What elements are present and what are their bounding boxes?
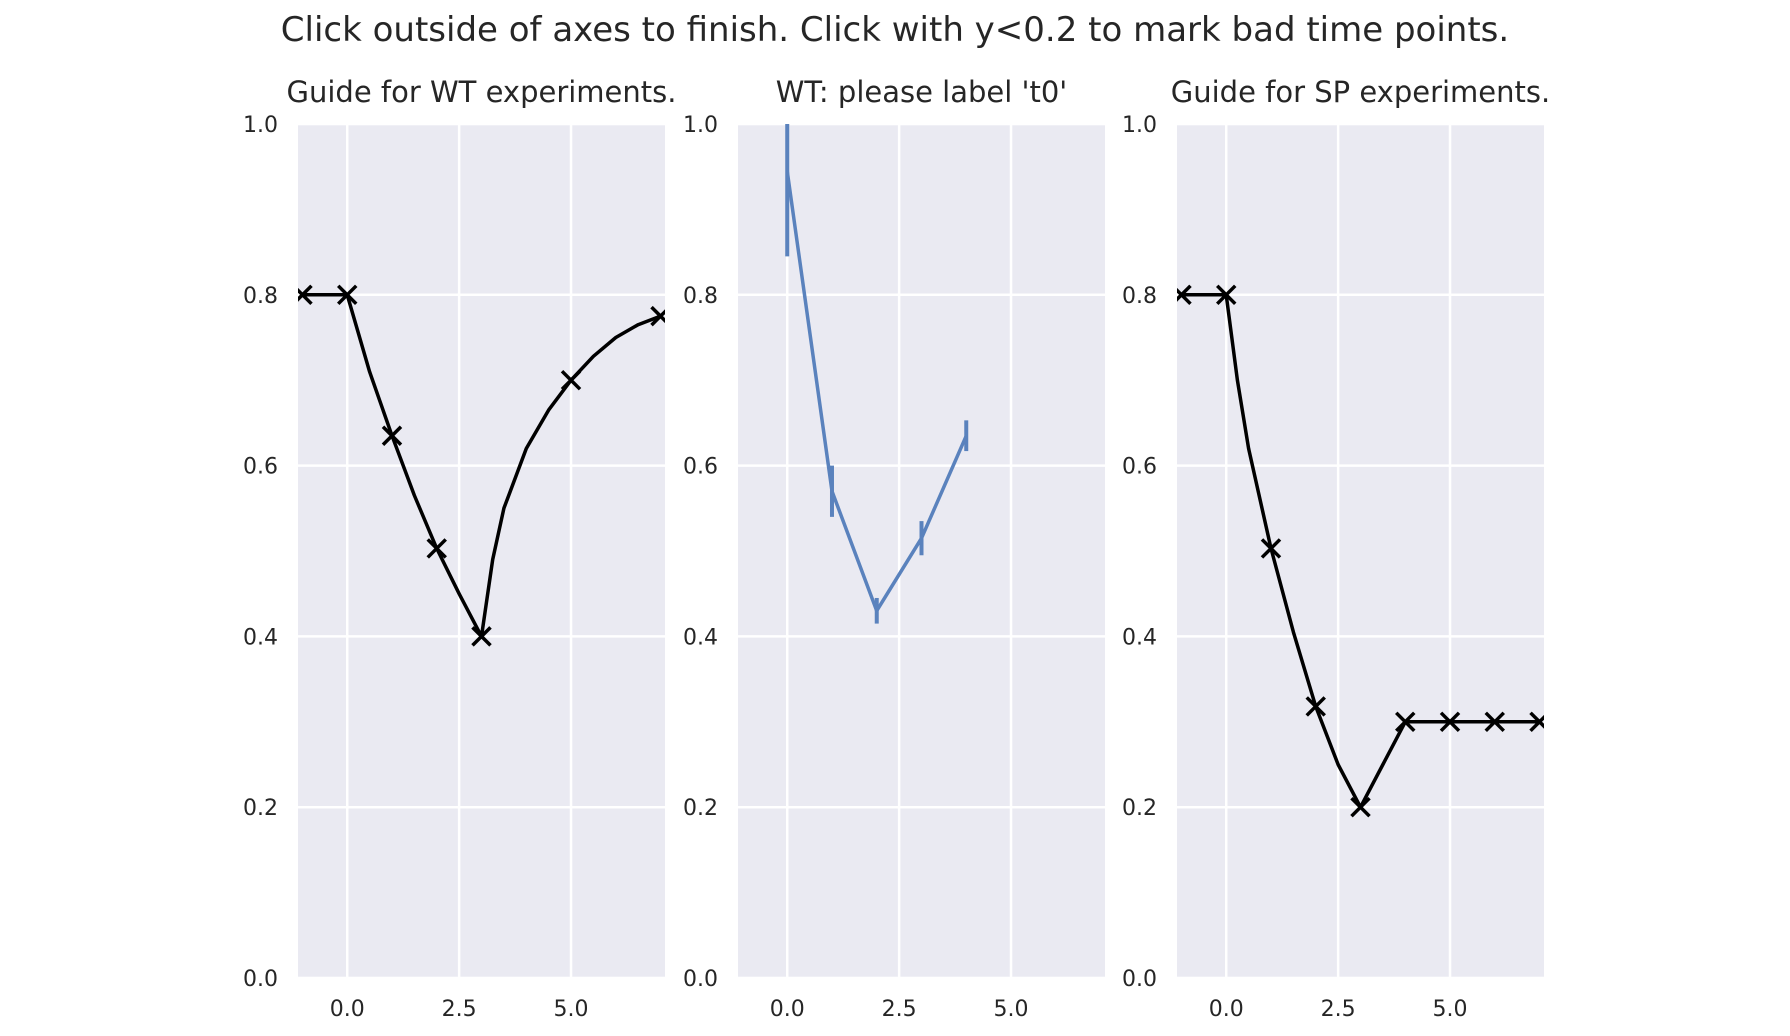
x-marker-stroke bbox=[1484, 711, 1506, 733]
x-marker bbox=[1260, 538, 1282, 559]
plot-area[interactable] bbox=[1172, 284, 1548, 818]
x-marker-stroke bbox=[1215, 284, 1237, 306]
plot-area[interactable] bbox=[785, 86, 969, 624]
x-marker-stroke bbox=[381, 425, 403, 446]
subplot-title: Guide for WT experiments. bbox=[287, 75, 677, 109]
x-marker bbox=[560, 369, 582, 391]
x-marker-stroke bbox=[1439, 711, 1461, 733]
x-marker-stroke bbox=[1529, 714, 1544, 733]
x-marker bbox=[336, 284, 358, 306]
guide-curve bbox=[1179, 293, 1542, 809]
x-marker-stroke bbox=[1395, 711, 1416, 733]
x-marker-stroke bbox=[1260, 538, 1282, 559]
y-tick-label: 0.8 bbox=[1122, 284, 1157, 309]
x-marker-stroke bbox=[336, 284, 358, 306]
x-marker bbox=[1305, 696, 1326, 717]
axes-background[interactable] bbox=[1177, 124, 1544, 978]
x-marker-stroke bbox=[1350, 796, 1371, 818]
x-tick-label: 2.5 bbox=[442, 997, 477, 1022]
y-tick-label: 0.0 bbox=[1122, 967, 1157, 992]
x-marker-stroke bbox=[426, 538, 447, 559]
y-tick-label: 0.6 bbox=[1122, 455, 1157, 480]
x-marker bbox=[1215, 284, 1237, 306]
x-marker-stroke bbox=[560, 369, 582, 391]
x-marker bbox=[1484, 711, 1506, 733]
y-tick-label: 0.4 bbox=[243, 625, 278, 650]
x-tick-label: 5.0 bbox=[554, 997, 589, 1022]
x-tick-label: 2.5 bbox=[1321, 997, 1356, 1022]
x-tick-label: 5.0 bbox=[1433, 997, 1468, 1022]
x-marker bbox=[298, 284, 313, 306]
y-tick-label: 1.0 bbox=[683, 113, 718, 138]
y-tick-label: 0.0 bbox=[683, 967, 718, 992]
x-marker-stroke bbox=[650, 309, 665, 327]
x-marker bbox=[426, 538, 447, 559]
x-tick-label: 0.0 bbox=[330, 997, 365, 1022]
x-tick-label: 0.0 bbox=[770, 997, 805, 1022]
x-tick-label: 0.0 bbox=[1209, 997, 1244, 1022]
x-marker-stroke bbox=[298, 284, 313, 302]
subplot-2[interactable]: 0.0 0.2 0.4 0.6 0.8 1.0 0.0 2.5 5.0 WT: please la… bbox=[683, 75, 1105, 1022]
subplot-title: Guide for SP experiments. bbox=[1171, 75, 1550, 109]
y-tick-label: 1.0 bbox=[1122, 113, 1157, 138]
y-tick-label: 0.0 bbox=[243, 967, 278, 992]
subplot-title: WT: please label 't0' bbox=[776, 75, 1068, 109]
y-tick-label: 0.6 bbox=[243, 455, 278, 480]
x-marker-stroke bbox=[471, 626, 492, 647]
x-marker bbox=[1350, 796, 1371, 818]
x-marker-stroke bbox=[1305, 696, 1326, 717]
y-tick-label: 0.4 bbox=[683, 625, 718, 650]
x-tick-label: 5.0 bbox=[994, 997, 1029, 1022]
plot-area[interactable] bbox=[293, 284, 669, 647]
x-marker bbox=[471, 626, 492, 647]
y-tick-label: 0.6 bbox=[683, 455, 718, 480]
x-marker bbox=[1177, 284, 1192, 306]
x-marker bbox=[1529, 711, 1544, 733]
x-marker bbox=[381, 425, 403, 446]
x-marker bbox=[1395, 711, 1416, 733]
figure-suptitle: Click outside of axes to finish. Click w… bbox=[281, 10, 1509, 50]
guide-curve bbox=[300, 293, 663, 639]
y-tick-label: 0.2 bbox=[683, 796, 718, 821]
y-tick-label: 0.2 bbox=[243, 796, 278, 821]
subplot-1[interactable]: 0.0 0.2 0.4 0.6 0.8 1.0 0.0 2.5 5.0 Guide for WT … bbox=[243, 75, 676, 1022]
x-marker bbox=[650, 305, 665, 327]
subplot-3[interactable]: 0.0 0.2 0.4 0.6 0.8 1.0 0.0 2.5 5.0 Guide for SP … bbox=[1122, 75, 1550, 1022]
y-tick-label: 0.4 bbox=[1122, 625, 1157, 650]
axes-background[interactable] bbox=[298, 124, 665, 978]
y-tick-label: 0.2 bbox=[1122, 796, 1157, 821]
y-tick-label: 0.8 bbox=[683, 284, 718, 309]
x-marker bbox=[1439, 711, 1461, 733]
x-marker-stroke bbox=[1177, 284, 1192, 302]
y-tick-label: 0.8 bbox=[243, 284, 278, 309]
y-tick-label: 1.0 bbox=[243, 113, 278, 138]
x-tick-label: 2.5 bbox=[882, 997, 917, 1022]
